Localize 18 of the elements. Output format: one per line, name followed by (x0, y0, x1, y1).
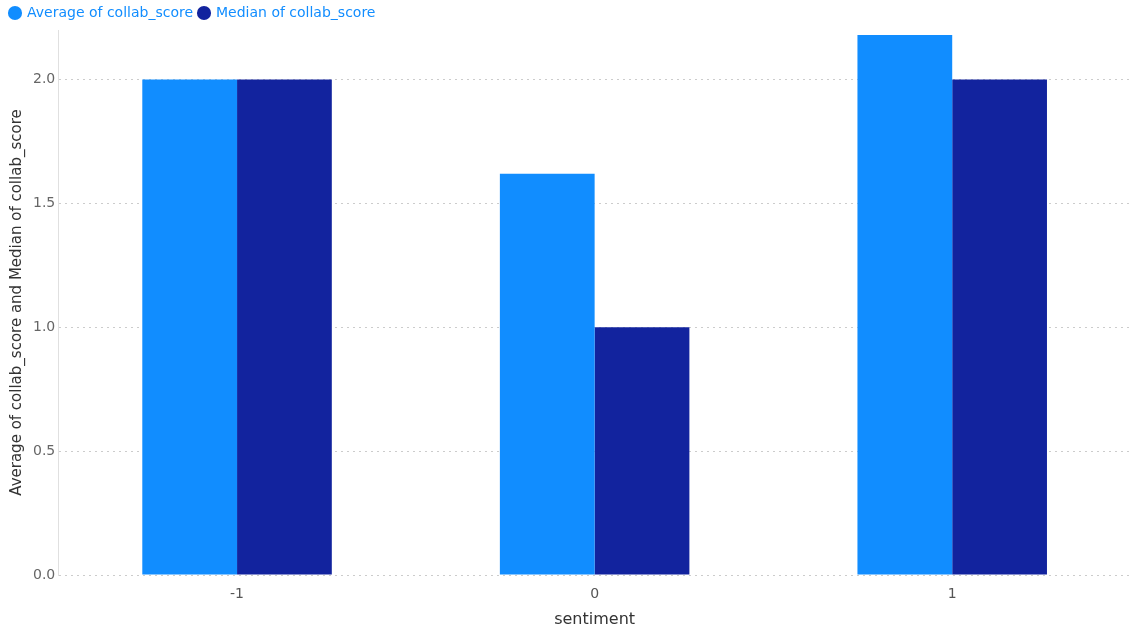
bar (142, 79, 238, 575)
y-axis-title: Average of collab_score and Median of collab_score (6, 109, 26, 496)
legend-label: Average of collab_score (27, 3, 194, 20)
y-tick-label: 0.0 (33, 565, 56, 582)
y-tick-label: 0.5 (33, 441, 56, 458)
x-tick-label: 0 (590, 585, 600, 602)
y-tick-label: 1.5 (33, 194, 56, 211)
bar (857, 34, 953, 575)
bar (499, 173, 595, 575)
bar (237, 79, 332, 575)
y-tick-label: 2.0 (33, 70, 56, 87)
legend-label: Median of collab_score (216, 3, 376, 20)
y-tick-label: 1.0 (33, 317, 56, 334)
bar (594, 327, 690, 575)
x-tick-label: 1 (947, 585, 957, 602)
x-axis-title: sentiment (554, 608, 636, 628)
bar (952, 79, 1047, 575)
x-tick-label: -1 (230, 585, 245, 602)
